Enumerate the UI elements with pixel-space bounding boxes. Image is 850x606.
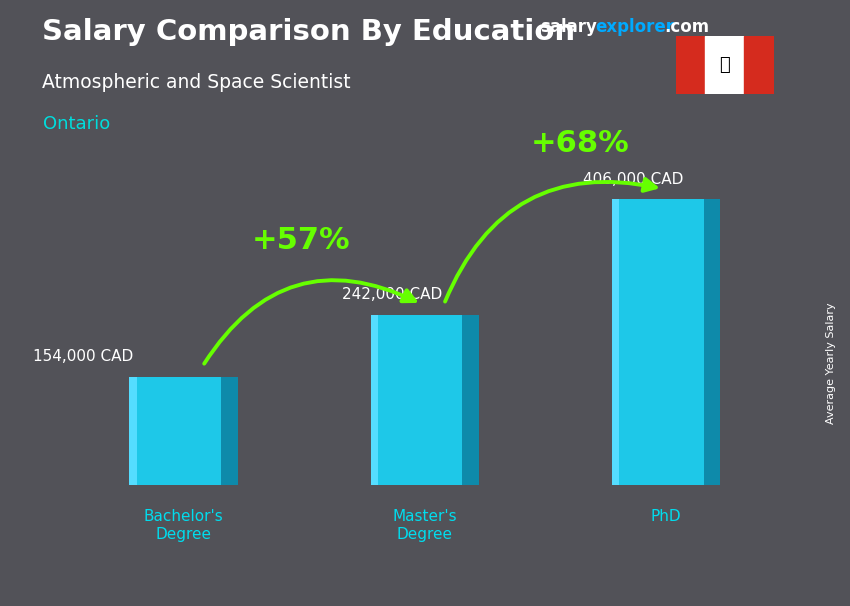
Bar xyxy=(676,36,705,94)
Text: +68%: +68% xyxy=(531,128,630,158)
Text: explorer: explorer xyxy=(595,18,674,36)
Text: Salary Comparison By Education: Salary Comparison By Education xyxy=(42,18,575,46)
Bar xyxy=(612,199,704,485)
Text: Ontario: Ontario xyxy=(42,115,110,133)
Text: salary: salary xyxy=(540,18,597,36)
Text: Bachelor's
Degree: Bachelor's Degree xyxy=(144,510,224,542)
Bar xyxy=(129,376,221,485)
Text: 242,000 CAD: 242,000 CAD xyxy=(343,287,443,302)
Text: Average Yearly Salary: Average Yearly Salary xyxy=(826,303,836,424)
Text: +57%: +57% xyxy=(252,227,350,255)
FancyArrowPatch shape xyxy=(445,179,655,302)
Text: 154,000 CAD: 154,000 CAD xyxy=(33,349,133,364)
Text: 406,000 CAD: 406,000 CAD xyxy=(583,171,684,187)
Bar xyxy=(371,315,378,485)
Text: Atmospheric and Space Scientist: Atmospheric and Space Scientist xyxy=(42,73,351,92)
Bar xyxy=(612,199,620,485)
Text: .com: .com xyxy=(665,18,710,36)
Text: PhD: PhD xyxy=(651,510,682,524)
Bar xyxy=(129,376,137,485)
Polygon shape xyxy=(462,315,479,485)
Bar xyxy=(744,36,774,94)
FancyArrowPatch shape xyxy=(204,280,415,364)
Text: Master's
Degree: Master's Degree xyxy=(393,510,457,542)
Text: 🍁: 🍁 xyxy=(719,56,730,74)
Polygon shape xyxy=(704,199,720,485)
Bar xyxy=(371,315,462,485)
Polygon shape xyxy=(221,376,237,485)
Bar xyxy=(706,36,745,94)
